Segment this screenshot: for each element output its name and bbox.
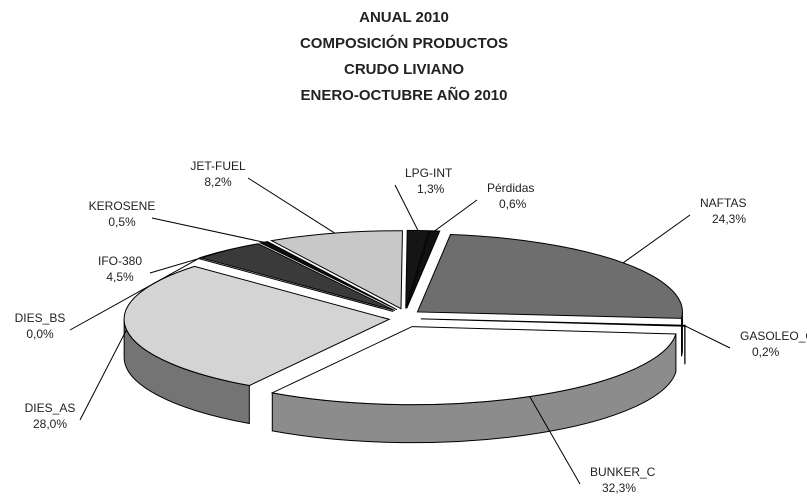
slice-label: DIES_AS <box>25 401 76 415</box>
slice <box>198 258 394 312</box>
slice-label: BUNKER_C <box>590 465 656 479</box>
chart-title: COMPOSICIÓN PRODUCTOS <box>300 34 508 52</box>
leader-line <box>434 199 478 232</box>
value-label: 0,6% <box>499 197 527 211</box>
value-label: 8,2% <box>204 175 232 189</box>
slice-label: KEROSENE <box>89 199 156 213</box>
leader-line <box>69 258 199 331</box>
leader-line <box>529 396 581 485</box>
value-label: 4,5% <box>106 270 134 284</box>
leader-line <box>622 214 691 264</box>
slice <box>405 229 430 309</box>
value-label: 32,3% <box>602 481 636 495</box>
leader-line <box>684 325 731 349</box>
chart-title: ANUAL 2010 <box>359 9 449 26</box>
value-label: 1,3% <box>417 182 445 196</box>
slice <box>416 234 683 319</box>
leader-line <box>149 249 228 274</box>
value-label: 28,0% <box>33 417 67 431</box>
leader-line <box>247 177 336 234</box>
chart-title: ENERO-OCTUBRE AÑO 2010 <box>301 86 508 104</box>
slice-label: NAFTAS <box>700 196 746 210</box>
value-label: 0,2% <box>752 345 780 359</box>
slice <box>270 326 677 406</box>
slice <box>420 318 686 327</box>
leader-line <box>79 329 127 421</box>
leader-line <box>394 184 419 231</box>
slice <box>270 230 403 310</box>
slice-label: LPG-INT <box>405 166 453 180</box>
slice <box>198 243 396 312</box>
slice-label: DIES_BS <box>15 311 66 325</box>
chart-title: CRUDO LIVIANO <box>344 61 464 78</box>
value-label: 0,0% <box>26 327 54 341</box>
slice-label: JET-FUEL <box>190 159 246 173</box>
leader-line <box>151 217 265 243</box>
slice-label: GASOLEO_CRD <box>740 329 807 343</box>
value-label: 24,3% <box>712 212 746 226</box>
slice-label: IFO-380 <box>98 254 142 268</box>
slice-label: Pérdidas <box>487 181 534 195</box>
value-label: 0,5% <box>108 215 136 229</box>
slice <box>406 230 441 309</box>
